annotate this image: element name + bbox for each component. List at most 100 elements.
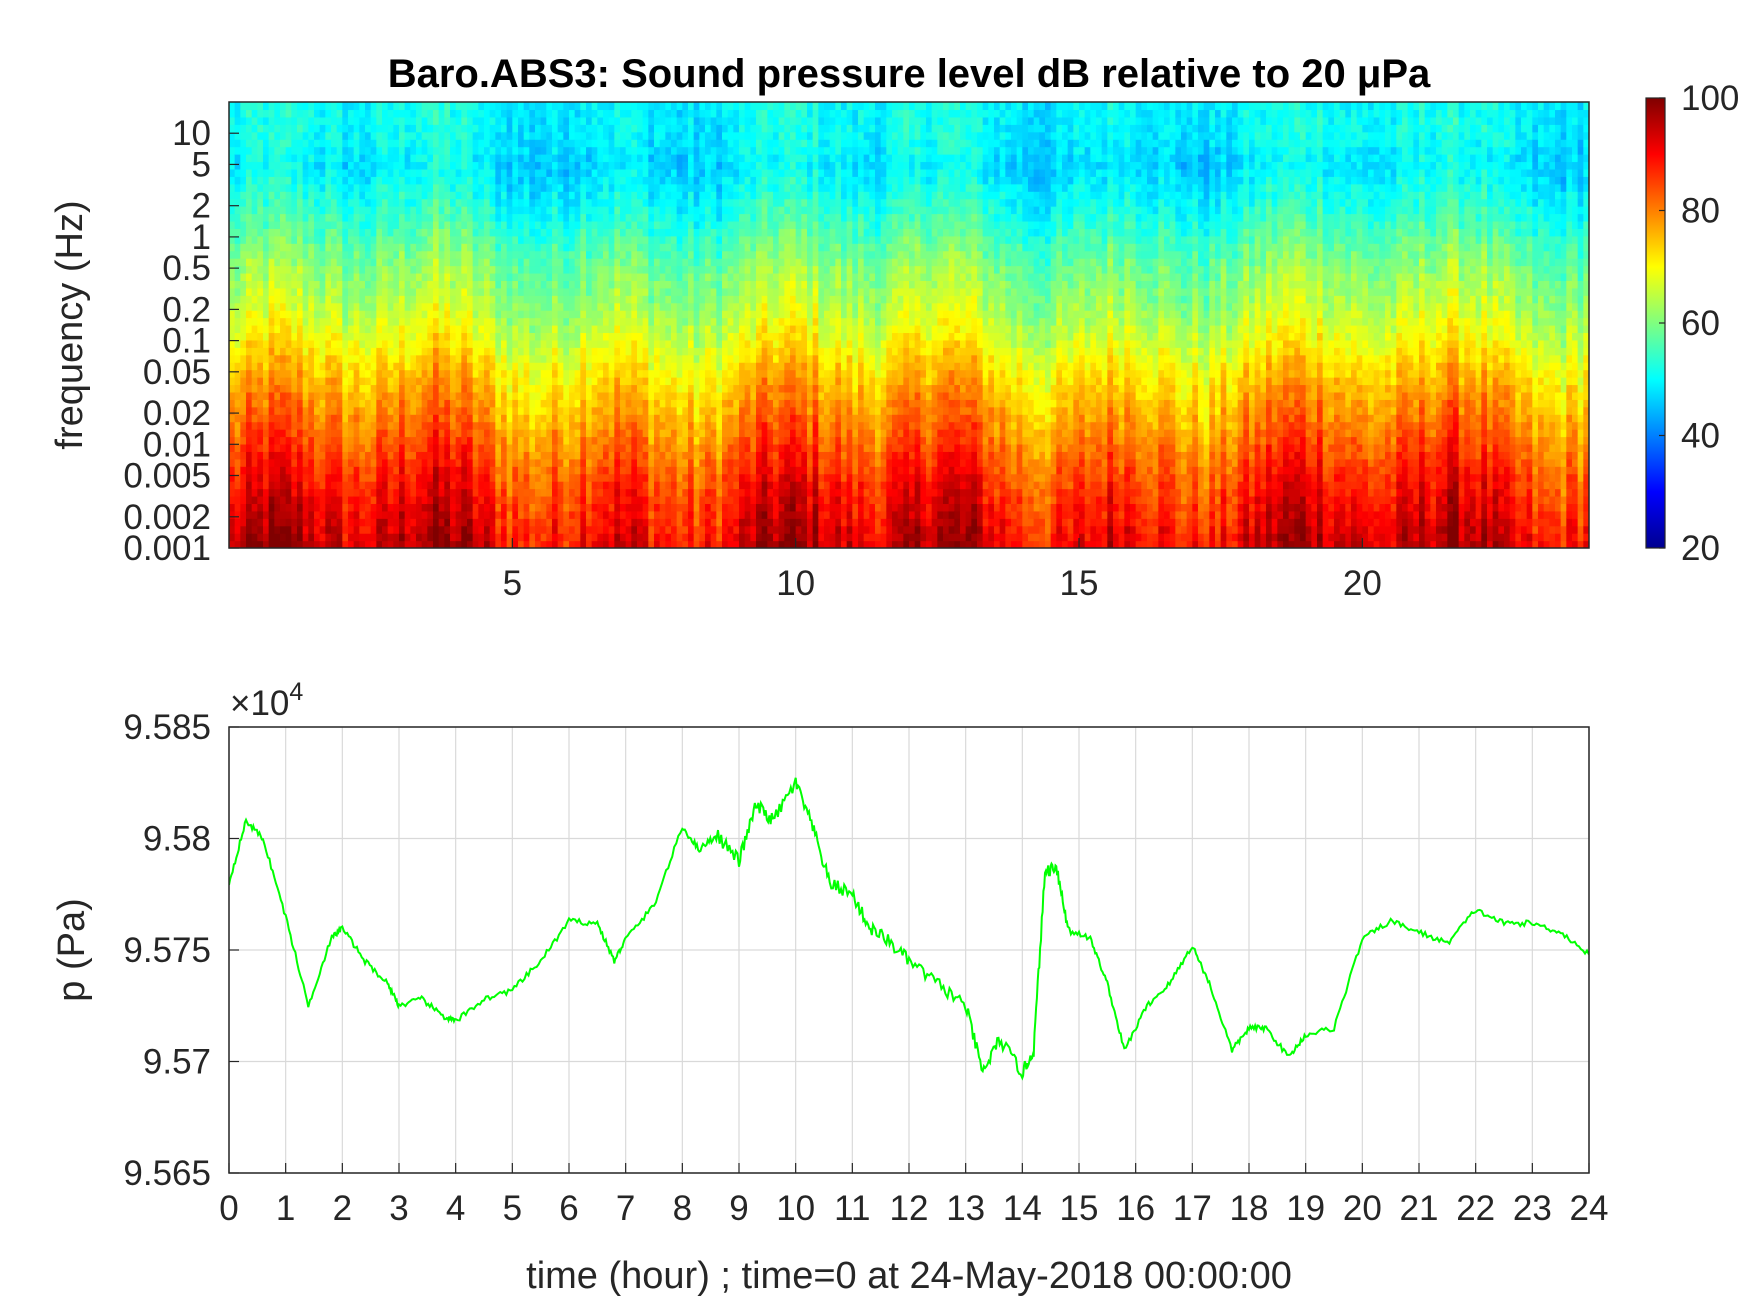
spectrogram-cell	[421, 533, 428, 542]
spectrogram-cell	[608, 280, 615, 289]
spectrogram-cell	[257, 198, 264, 207]
spectrogram-cell	[552, 473, 559, 482]
spectrogram-cell	[421, 220, 428, 229]
spectrogram-cell	[586, 325, 593, 334]
spectrogram-cell	[353, 533, 360, 542]
spectrogram-cell	[331, 154, 338, 163]
spectrogram-cell	[495, 473, 502, 482]
spectrogram-cell	[518, 495, 525, 504]
spectrogram-cell	[410, 391, 417, 400]
spectrogram-cell	[665, 339, 672, 348]
spectrogram-cell	[461, 533, 468, 542]
spectrogram-cell	[518, 228, 525, 237]
spectrogram-cell	[671, 124, 678, 133]
spectrogram-cell	[586, 258, 593, 267]
spectrogram-cell	[574, 495, 581, 504]
spectrogram-cell	[535, 302, 542, 311]
spectrogram-cell	[597, 377, 604, 386]
spectrogram-cell	[234, 339, 241, 348]
spectrogram-cell	[404, 176, 411, 185]
spectrogram-cell	[676, 287, 683, 296]
spectrogram-cell	[529, 325, 536, 334]
spectrogram-cell	[637, 495, 644, 504]
spectrogram-cell	[637, 235, 644, 244]
spectrogram-cell	[399, 265, 406, 274]
spectrogram-cell	[597, 369, 604, 378]
spectrogram-cell	[637, 287, 644, 296]
spectrogram-cell	[444, 198, 451, 207]
spectrogram-cell	[421, 436, 428, 445]
spectrogram-cell	[546, 466, 553, 475]
spectrogram-cell	[359, 191, 366, 200]
spectrogram-cell	[608, 161, 615, 170]
spectrogram-cell	[625, 503, 632, 512]
spectrogram-cell	[563, 436, 570, 445]
spectrogram-cell	[234, 414, 241, 423]
spectrogram-cell	[365, 109, 372, 118]
spectrogram-cell	[580, 161, 587, 170]
spectrogram-cell	[478, 250, 485, 259]
spectrogram-cell	[540, 362, 547, 371]
spectrogram-cell	[353, 161, 360, 170]
spectrogram-cell	[523, 503, 530, 512]
spectrogram-cell	[676, 540, 683, 548]
spectrogram-cell	[506, 391, 513, 400]
spectrogram-cell	[450, 206, 457, 215]
spectrogram-cell	[280, 228, 287, 237]
spectrogram-cell	[631, 272, 638, 281]
spectrogram-cell	[586, 124, 593, 133]
spectrogram-cell	[257, 481, 264, 490]
spectrogram-cell	[597, 414, 604, 423]
spectrogram-cell	[631, 436, 638, 445]
spectrogram-cell	[489, 540, 496, 548]
spectrogram-cell	[654, 533, 661, 542]
spectrogram-cell	[427, 540, 434, 548]
spectrogram-cell	[342, 102, 349, 111]
spectrogram-cell	[444, 436, 451, 445]
spectrogram-cell	[342, 317, 349, 326]
spectrogram-cell	[421, 451, 428, 460]
spectrogram-cell	[325, 339, 332, 348]
spectrogram-cell	[291, 451, 298, 460]
spectrogram-cell	[489, 488, 496, 497]
spectrogram-cell	[586, 302, 593, 311]
spectrogram-cell	[529, 510, 536, 519]
spectrogram-cell	[450, 510, 457, 519]
spectrogram-cell	[302, 206, 309, 215]
spectrogram-cell	[608, 391, 615, 400]
spectrogram-cell	[535, 310, 542, 319]
spectrogram-cell	[410, 235, 417, 244]
spectrogram-cell	[569, 265, 576, 274]
spectrogram-cell	[263, 168, 270, 177]
spectrogram-cell	[506, 406, 513, 415]
spectrogram-cell	[314, 124, 321, 133]
spectrogram-cell	[693, 131, 700, 140]
spectrogram-cell	[229, 139, 236, 148]
spectrogram-cell	[506, 510, 513, 519]
spectrogram-cell	[246, 495, 253, 504]
spectrogram-cell	[580, 109, 587, 118]
spectrogram-cell	[331, 317, 338, 326]
spectrogram-cell	[478, 466, 485, 475]
spectrogram-cell	[569, 295, 576, 304]
spectrogram-cell	[489, 102, 496, 111]
spectrogram-cell	[478, 198, 485, 207]
spectrogram-cell	[620, 235, 627, 244]
spectrogram-cell	[671, 421, 678, 430]
spectrogram-cell	[478, 391, 485, 400]
spectrogram-cell	[676, 369, 683, 378]
spectrogram-cell	[302, 102, 309, 111]
spectrogram-cell	[688, 533, 695, 542]
spectrogram-cell	[308, 332, 315, 341]
spectrogram-cell	[535, 109, 542, 118]
spectrogram-cell	[444, 488, 451, 497]
spectrogram-cell	[535, 146, 542, 155]
spectrogram-cell	[331, 525, 338, 534]
spectrogram-cell	[654, 391, 661, 400]
spectrogram-cell	[472, 362, 479, 371]
spectrogram-cell	[535, 258, 542, 267]
spectrogram-cell	[376, 206, 383, 215]
spectrogram-cell	[399, 220, 406, 229]
spectrogram-cell	[495, 154, 502, 163]
